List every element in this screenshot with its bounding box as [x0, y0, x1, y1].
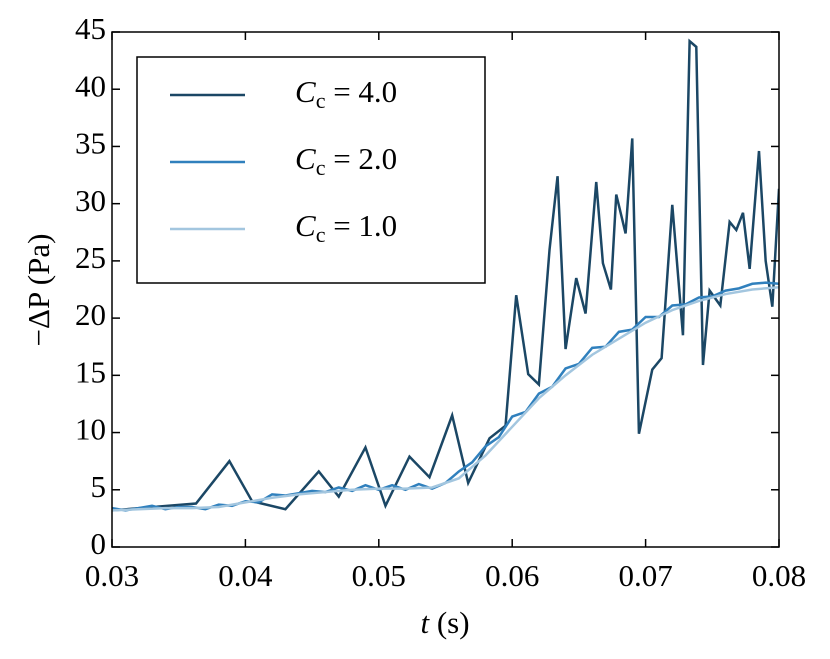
data-line — [112, 38, 779, 512]
y-tick-label: 20 — [75, 297, 106, 332]
y-tick-label: 10 — [75, 412, 106, 447]
x-tick-label: 0.05 — [352, 558, 406, 593]
x-tick-label: 0.04 — [218, 558, 273, 593]
plot-frame — [111, 31, 780, 548]
y-tick-label: 45 — [75, 11, 106, 46]
legend-label: Cc = 4.0 — [295, 74, 397, 113]
x-tick-label: 0.08 — [752, 558, 806, 593]
data-line — [112, 285, 779, 512]
y-tick-label: 0 — [91, 526, 107, 561]
y-tick-label: 40 — [75, 68, 106, 103]
x-tick-label: 0.06 — [485, 558, 539, 593]
y-tick-label: 5 — [91, 469, 107, 504]
x-axis-label: t (s) — [420, 605, 469, 640]
data-line — [112, 281, 779, 512]
legend-label: Cc = 2.0 — [295, 141, 397, 180]
y-tick-label: 35 — [75, 126, 106, 161]
y-tick-label: 30 — [75, 183, 106, 218]
legend-label: Cc = 1.0 — [295, 208, 397, 247]
y-axis-label: −ΔP (Pa) — [21, 234, 56, 347]
x-tick-label: 0.07 — [618, 558, 672, 593]
x-tick-label: 0.03 — [85, 558, 139, 593]
y-tick-label: 15 — [75, 354, 106, 389]
y-tick-label: 25 — [75, 240, 106, 275]
